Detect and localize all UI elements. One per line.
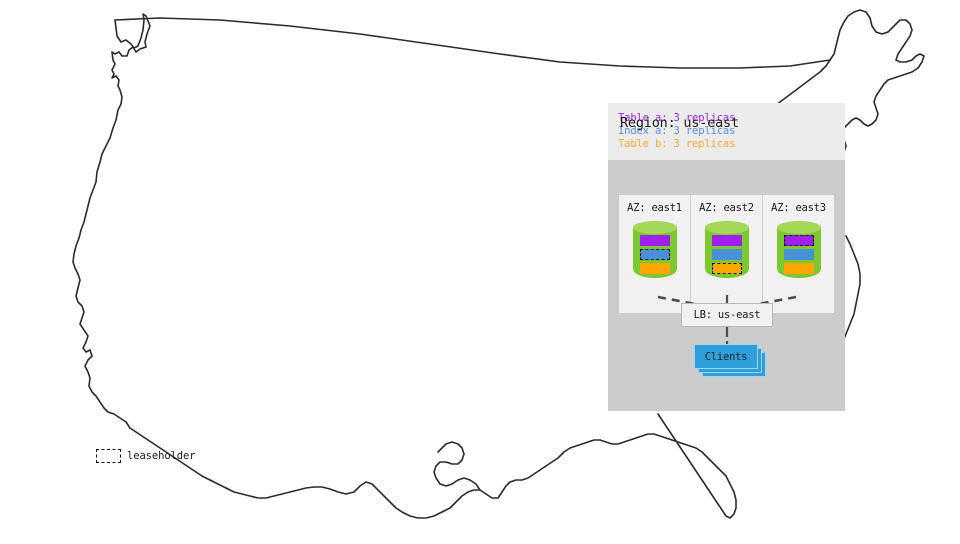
clients-sheet-front[interactable]: Clients [694,344,758,369]
az-label-east3: AZ: east3 [771,202,826,214]
replica-index-a-leaseholder [639,249,670,260]
replica-table-a [711,235,742,246]
database-node-east2[interactable] [704,221,749,283]
replica-table-a [639,235,670,246]
replica-legend-line-table-a: Table a: 3 replicas [618,112,736,124]
az-cell-east2[interactable]: AZ: east2 [691,195,763,313]
availability-zone-strip: AZ: east1 AZ: east2 [619,195,834,313]
leaseholder-legend-label: leaseholder [127,450,196,462]
az-label-east2: AZ: east2 [699,202,754,214]
az-cell-east3[interactable]: AZ: east3 [763,195,834,313]
az-cell-east1[interactable]: AZ: east1 [619,195,691,313]
leaseholder-legend: leaseholder [96,449,196,463]
replica-list-east1 [633,235,677,274]
db-cylinder-top [704,221,749,234]
database-node-east1[interactable] [632,221,677,283]
clients-label: Clients [704,350,748,363]
clients-stack[interactable]: Clients [694,344,766,377]
replica-legend-line-table-b: Table b: 3 replicas [618,138,736,151]
az-label-east1: AZ: east1 [627,202,682,214]
replica-table-b-leaseholder [711,263,742,274]
replica-table-a-leaseholder [783,235,814,246]
leaseholder-swatch-icon [96,449,121,463]
replica-table-b [783,263,814,274]
replica-list-east3 [777,235,821,274]
replica-list-east2 [705,235,749,274]
load-balancer-label: LB: us-east [693,309,761,321]
load-balancer-box[interactable]: LB: us-east [681,303,773,327]
replica-index-a [783,249,814,260]
database-node-east3[interactable] [776,221,821,283]
replica-index-a [711,249,742,260]
replica-legend-line-index-a: Index a: 3 replicas [618,125,736,138]
db-cylinder-top [776,221,821,234]
replica-legend: Table a: 3 replicas Index a: 3 replicas … [608,103,845,160]
region-title: Region: us-east [620,115,739,131]
region-panel: Table a: 3 replicas Index a: 3 replicas … [608,103,845,411]
db-cylinder-top [632,221,677,234]
replica-table-b [639,263,670,274]
